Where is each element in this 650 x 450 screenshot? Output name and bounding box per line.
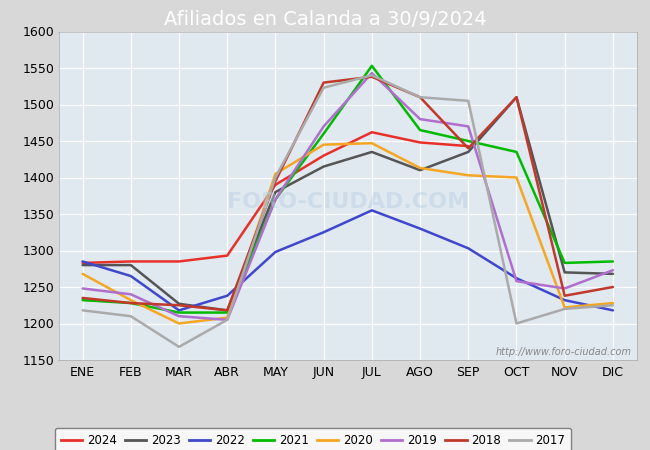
Text: http://www.foro-ciudad.com: http://www.foro-ciudad.com xyxy=(495,346,631,357)
Legend: 2024, 2023, 2022, 2021, 2020, 2019, 2018, 2017: 2024, 2023, 2022, 2021, 2020, 2019, 2018… xyxy=(55,428,571,450)
Text: FORO-CIUDAD.COM: FORO-CIUDAD.COM xyxy=(227,192,469,212)
Text: Afiliados en Calanda a 30/9/2024: Afiliados en Calanda a 30/9/2024 xyxy=(164,9,486,29)
